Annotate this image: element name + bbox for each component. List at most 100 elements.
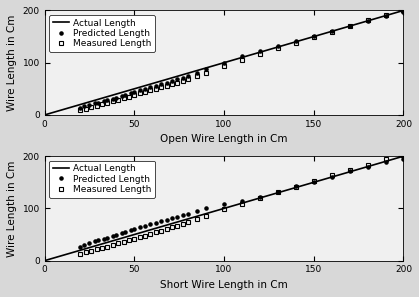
Measured Length bbox=[275, 46, 280, 50]
Measured Length bbox=[89, 105, 94, 109]
Measured Length bbox=[159, 86, 164, 89]
X-axis label: Open Wire Length in Cm: Open Wire Length in Cm bbox=[160, 134, 288, 144]
Predicted Length bbox=[293, 185, 298, 188]
Predicted Length bbox=[194, 209, 199, 213]
Measured Length bbox=[83, 250, 88, 254]
Measured Length bbox=[257, 196, 262, 200]
Measured Length bbox=[153, 231, 158, 234]
Line: Predicted Length: Predicted Length bbox=[78, 9, 406, 111]
Measured Length bbox=[170, 225, 175, 229]
Predicted Length bbox=[164, 218, 169, 222]
Measured Length bbox=[137, 235, 142, 239]
Predicted Length bbox=[204, 68, 209, 71]
Predicted Length bbox=[257, 195, 262, 199]
Measured Length bbox=[383, 13, 388, 16]
Predicted Length bbox=[123, 230, 128, 234]
Measured Length bbox=[110, 243, 115, 247]
Measured Length bbox=[105, 101, 110, 105]
Measured Length bbox=[127, 238, 132, 242]
Predicted Length bbox=[137, 225, 142, 229]
Measured Length bbox=[94, 247, 99, 251]
Measured Length bbox=[132, 237, 137, 241]
Measured Length bbox=[293, 185, 298, 189]
Predicted Length bbox=[128, 229, 133, 232]
Predicted Length bbox=[186, 212, 191, 215]
Predicted Length bbox=[78, 106, 83, 109]
Predicted Length bbox=[101, 99, 106, 103]
Measured Length bbox=[293, 41, 298, 45]
Measured Length bbox=[83, 107, 88, 110]
Predicted Length bbox=[105, 99, 110, 102]
Measured Length bbox=[164, 84, 169, 87]
Predicted Length bbox=[148, 222, 153, 226]
Measured Length bbox=[240, 202, 245, 206]
Predicted Length bbox=[275, 190, 280, 194]
Predicted Length bbox=[92, 239, 97, 243]
Line: Measured Length: Measured Length bbox=[78, 7, 406, 113]
Predicted Length bbox=[148, 86, 153, 89]
Measured Length bbox=[137, 92, 142, 95]
Predicted Length bbox=[329, 29, 334, 33]
Measured Length bbox=[347, 168, 352, 172]
Measured Length bbox=[329, 30, 334, 34]
Measured Length bbox=[121, 240, 126, 244]
Measured Length bbox=[365, 19, 370, 22]
Measured Length bbox=[194, 218, 199, 221]
Predicted Length bbox=[240, 199, 245, 202]
Measured Length bbox=[100, 246, 105, 249]
Predicted Length bbox=[119, 94, 124, 98]
Y-axis label: Wire Length in Cm: Wire Length in Cm bbox=[7, 160, 17, 257]
Measured Length bbox=[78, 108, 83, 112]
Predicted Length bbox=[153, 84, 158, 87]
Predicted Length bbox=[401, 10, 406, 14]
Predicted Length bbox=[101, 237, 106, 241]
Measured Length bbox=[365, 163, 370, 166]
Predicted Length bbox=[347, 24, 352, 27]
Measured Length bbox=[180, 222, 185, 226]
Predicted Length bbox=[82, 104, 87, 108]
Predicted Length bbox=[170, 79, 175, 83]
Predicted Length bbox=[78, 245, 83, 248]
Predicted Length bbox=[175, 78, 180, 81]
X-axis label: Short Wire Length in Cm: Short Wire Length in Cm bbox=[160, 280, 288, 290]
Line: Predicted Length: Predicted Length bbox=[78, 156, 406, 250]
Predicted Length bbox=[180, 214, 185, 217]
Predicted Length bbox=[222, 203, 227, 206]
Predicted Length bbox=[96, 238, 101, 242]
Y-axis label: Wire Length in Cm: Wire Length in Cm bbox=[7, 15, 17, 111]
Measured Length bbox=[383, 157, 388, 161]
Predicted Length bbox=[82, 243, 87, 247]
Measured Length bbox=[110, 99, 115, 103]
Predicted Length bbox=[257, 49, 262, 53]
Measured Length bbox=[311, 179, 316, 183]
Predicted Length bbox=[142, 87, 147, 91]
Predicted Length bbox=[383, 15, 388, 18]
Measured Length bbox=[175, 224, 180, 228]
Measured Length bbox=[170, 82, 175, 86]
Measured Length bbox=[94, 104, 99, 107]
Predicted Length bbox=[105, 236, 110, 239]
Measured Length bbox=[148, 89, 153, 92]
Predicted Length bbox=[329, 175, 334, 178]
Predicted Length bbox=[347, 169, 352, 173]
Predicted Length bbox=[170, 217, 175, 220]
Predicted Length bbox=[96, 101, 101, 105]
Measured Length bbox=[116, 98, 121, 102]
Legend: Actual Length, Predicted Length, Measured Length: Actual Length, Predicted Length, Measure… bbox=[49, 15, 155, 52]
Measured Length bbox=[89, 249, 94, 252]
Measured Length bbox=[148, 232, 153, 236]
Predicted Length bbox=[114, 233, 119, 236]
Predicted Length bbox=[365, 165, 370, 168]
Predicted Length bbox=[311, 180, 316, 184]
Measured Length bbox=[329, 174, 334, 177]
Predicted Length bbox=[142, 224, 147, 228]
Measured Length bbox=[401, 8, 406, 12]
Predicted Length bbox=[123, 93, 128, 97]
Measured Length bbox=[175, 81, 180, 84]
Measured Length bbox=[116, 242, 121, 245]
Predicted Length bbox=[137, 89, 142, 92]
Measured Length bbox=[164, 228, 169, 231]
Measured Length bbox=[222, 64, 227, 68]
Measured Length bbox=[121, 97, 126, 100]
Measured Length bbox=[275, 190, 280, 194]
